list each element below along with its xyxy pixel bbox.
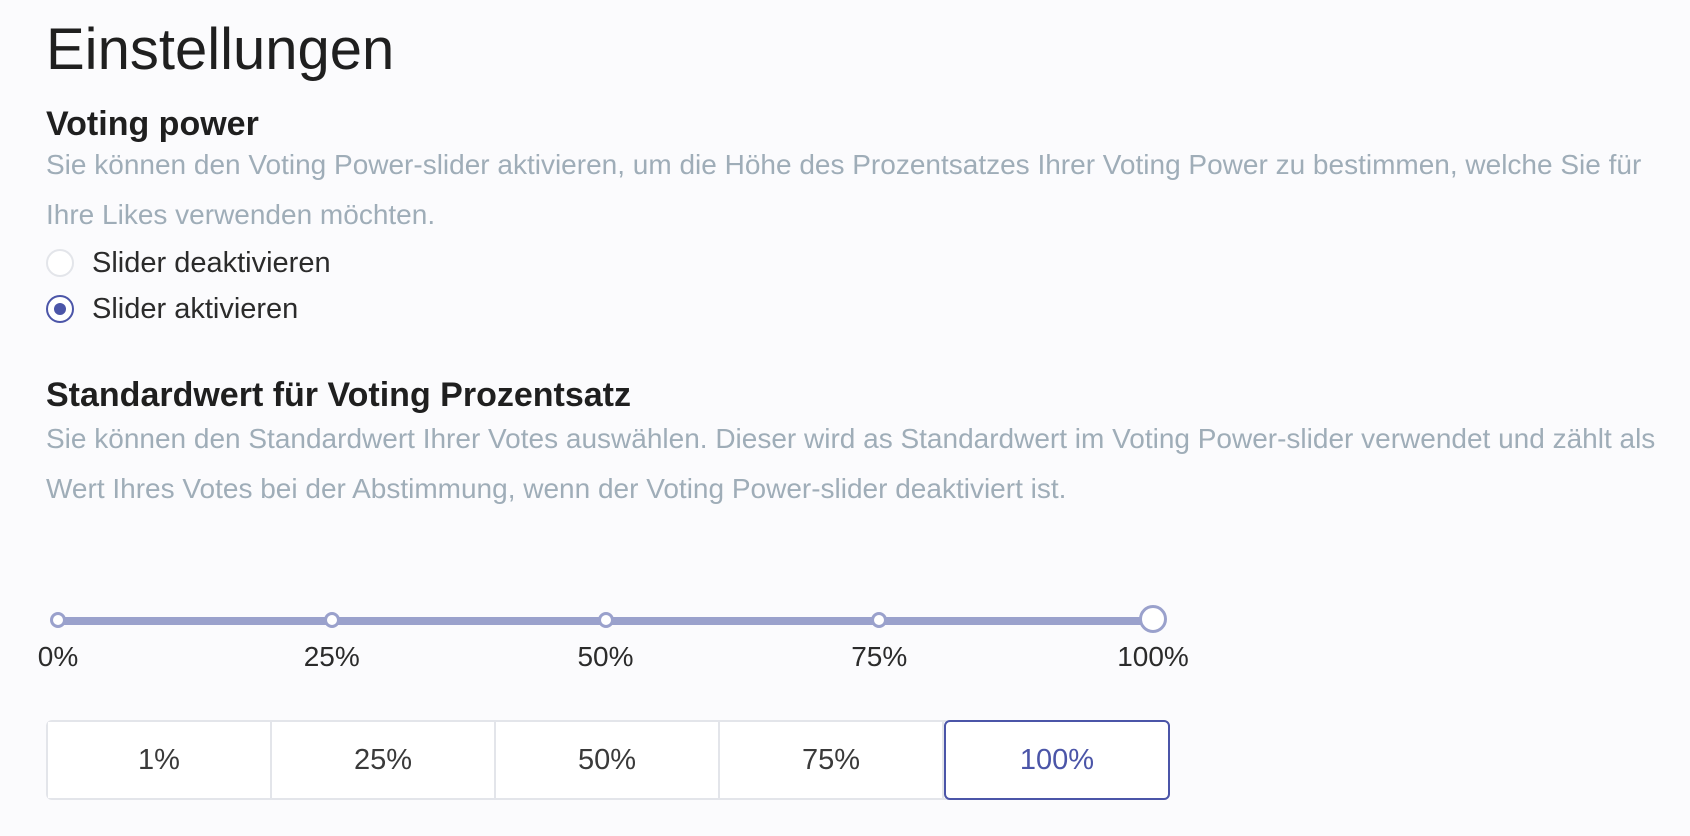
preset-button-100[interactable]: 100% [944, 720, 1170, 800]
slider-mark-label: 75% [851, 641, 908, 672]
page-title: Einstellungen [46, 17, 395, 82]
slider-mark-label: 50% [577, 641, 634, 672]
preset-button-1[interactable]: 1% [48, 722, 272, 798]
default-value-title: Standardwert für Voting Prozentsatz [46, 376, 631, 414]
radio-button-unchecked[interactable] [46, 249, 74, 277]
slider-mark-label: 25% [303, 641, 360, 672]
preset-button-group: 1% 25% 50% 75% 100% [46, 720, 1170, 800]
radio-label-activate: Slider aktivieren [92, 292, 299, 325]
preset-button-50[interactable]: 50% [496, 722, 720, 798]
radio-slider-activate[interactable]: Slider aktivieren [46, 291, 298, 327]
preset-button-25[interactable]: 25% [272, 722, 496, 798]
voting-power-description: Sie können den Voting Power-slider aktiv… [46, 149, 1642, 230]
slider-step-dot[interactable] [597, 612, 614, 628]
radio-button-checked[interactable] [46, 295, 74, 323]
voting-percentage-slider[interactable]: 0% 25% 50% 75% 100% [0, 595, 1690, 685]
slider-mark-label: 0% [37, 641, 79, 672]
slider-handle[interactable] [1139, 605, 1167, 633]
radio-slider-deactivate[interactable]: Slider deaktivieren [46, 245, 331, 281]
preset-button-75[interactable]: 75% [720, 722, 944, 798]
slider-step-dot[interactable] [871, 612, 888, 628]
radio-label-deactivate: Slider deaktivieren [92, 246, 331, 279]
slider-step-dot[interactable] [50, 612, 66, 628]
radio-selected-dot [54, 303, 66, 315]
voting-power-title: Voting power [46, 105, 259, 143]
default-value-description: Sie können den Standardwert Ihrer Votes … [46, 423, 1656, 504]
slider-mark-label: 100% [1117, 641, 1189, 672]
slider-step-dot[interactable] [323, 612, 340, 628]
